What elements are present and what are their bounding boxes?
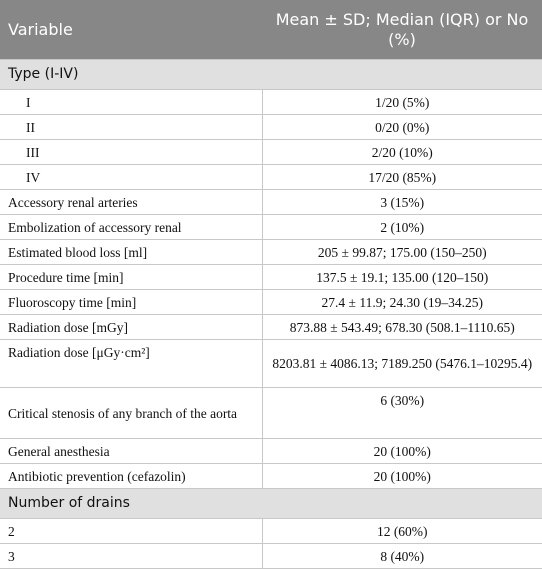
row-value: 6 (30%) <box>262 387 542 439</box>
row-value: 205 ± 99.87; 175.00 (150–250) <box>262 239 542 265</box>
row-label: Radiation dose [mGy] <box>0 314 263 340</box>
row-value: 873.88 ± 543.49; 678.30 (508.1–1110.65) <box>262 314 542 340</box>
row-label: IV <box>0 164 263 190</box>
row-label: III <box>0 139 263 165</box>
row-label: Fluoroscopy time [min] <box>0 289 263 315</box>
row-label: 2 <box>0 518 263 544</box>
row-value: 137.5 ± 19.1; 135.00 (120–150) <box>262 264 542 290</box>
row-label: General anesthesia <box>0 438 263 464</box>
row-value: 1/20 (5%) <box>262 89 542 115</box>
row-label: Critical stenosis of any branch of the a… <box>0 387 263 439</box>
row-value: 0/20 (0%) <box>262 114 542 140</box>
row-value: 3 (15%) <box>262 189 542 215</box>
row-label: Embolization of accessory renal <box>0 214 263 240</box>
row-value: 27.4 ± 11.9; 24.30 (19–34.25) <box>262 289 542 315</box>
row-value: 17/20 (85%) <box>262 164 542 190</box>
row-value: 2 (10%) <box>262 214 542 240</box>
section-label: Number of drains <box>0 488 542 519</box>
row-label: Accessory renal arteries <box>0 189 263 215</box>
header-row: Variable Mean ± SD; Median (IQR) or No (… <box>0 0 542 60</box>
row-label: Antibiotic prevention (cefazolin) <box>0 463 263 489</box>
header-cell: Variable <box>0 0 262 60</box>
row-label: II <box>0 114 263 140</box>
row-label: Radiation dose [μGy·cm²] <box>0 339 263 388</box>
row-value: 8203.81 ± 4086.13; 7189.250 (5476.1–1029… <box>262 339 542 388</box>
section-row: Type (I-IV) <box>0 59 542 90</box>
row-value: 20 (100%) <box>262 438 542 464</box>
section-row: Number of drains <box>0 488 542 519</box>
row-label: Estimated blood loss [ml] <box>0 239 263 265</box>
row-value: 12 (60%) <box>262 518 542 544</box>
section-label: Type (I-IV) <box>0 59 542 90</box>
row-value: 2/20 (10%) <box>262 139 542 165</box>
row-label: Procedure time [min] <box>0 264 263 290</box>
header-cell: Mean ± SD; Median (IQR) or No (%) <box>262 0 542 60</box>
row-value: 20 (100%) <box>262 463 542 489</box>
row-label: I <box>0 89 263 115</box>
